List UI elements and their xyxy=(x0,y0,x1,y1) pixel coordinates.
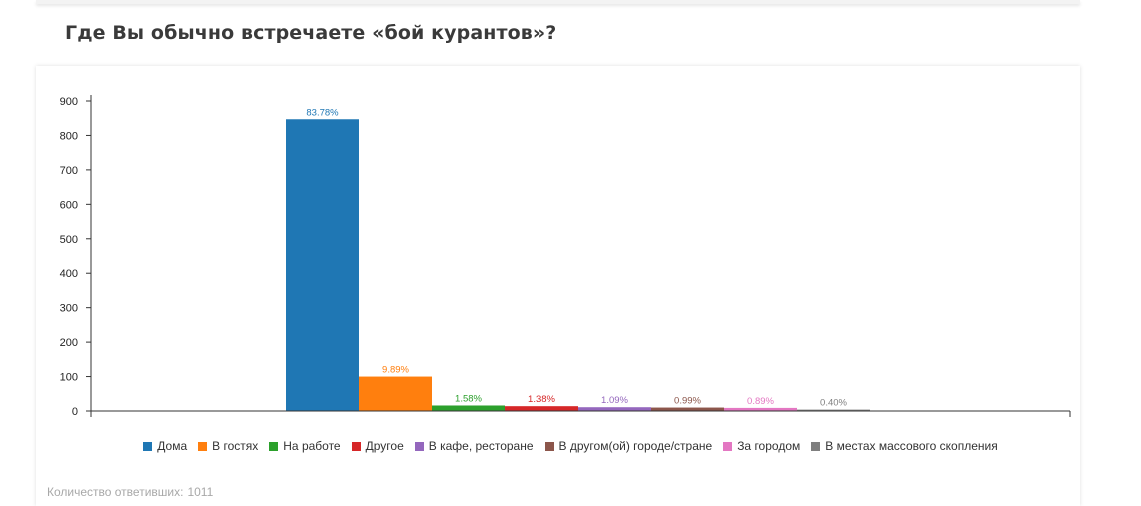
question-title: Где Вы обычно встречаете «бой курантов»? xyxy=(65,22,557,44)
legend-label: В местах массового скопления xyxy=(825,439,998,453)
bar-data-label: 0.99% xyxy=(674,396,701,407)
legend-item[interactable]: В гостях xyxy=(198,439,258,453)
bar-data-label: 0.40% xyxy=(820,398,847,409)
legend-swatch xyxy=(269,441,279,451)
legend-item[interactable]: В местах массового скопления xyxy=(811,439,998,453)
y-tick-label: 400 xyxy=(60,268,78,280)
legend-swatch xyxy=(414,441,424,451)
legend-item[interactable]: На работе xyxy=(269,439,341,453)
y-tick-label: 300 xyxy=(60,303,78,315)
bar xyxy=(286,119,359,411)
legend-label: На работе xyxy=(283,439,341,453)
legend-item[interactable]: В кафе, ресторане xyxy=(414,439,534,453)
bar-data-label: 1.38% xyxy=(528,394,555,405)
y-tick-label: 200 xyxy=(60,337,78,349)
y-tick-label: 0 xyxy=(72,406,78,418)
bar-data-label: 1.09% xyxy=(601,395,628,406)
legend-item[interactable]: В другом(ой) городе/стране xyxy=(544,439,713,453)
bar-data-label: 1.58% xyxy=(455,393,482,404)
y-tick-label: 800 xyxy=(60,130,78,142)
bar xyxy=(724,407,797,411)
bar-data-label: 9.89% xyxy=(382,365,409,376)
legend-swatch xyxy=(351,441,361,451)
y-tick-label: 100 xyxy=(60,372,78,384)
top-strip xyxy=(36,0,1080,4)
legend-label: В другом(ой) городе/стране xyxy=(558,439,713,453)
legend-item[interactable]: Другое xyxy=(351,439,404,453)
chart-legend: Дома В гостях На работе Другое В кафе, ресто… xyxy=(0,439,1141,453)
legend-label: Другое xyxy=(365,439,404,453)
bar xyxy=(359,376,432,411)
respondents-label: Количество ответивших: xyxy=(47,485,184,499)
bar xyxy=(797,409,870,411)
bar xyxy=(651,407,724,411)
legend-swatch xyxy=(143,441,153,451)
legend-label: В гостях xyxy=(212,439,259,453)
legend-swatch xyxy=(198,441,208,451)
legend-label: За городом xyxy=(737,439,801,453)
y-tick-label: 700 xyxy=(60,165,78,177)
legend-label: Дома xyxy=(157,439,188,453)
y-tick-label: 900 xyxy=(60,96,78,108)
legend-swatch xyxy=(544,441,554,451)
respondents-count: 1011 xyxy=(187,485,214,499)
bar-data-label: 0.89% xyxy=(747,396,774,407)
bar-data-label: 83.78% xyxy=(306,107,339,118)
legend-item[interactable]: Дома xyxy=(143,439,187,453)
y-tick-label: 500 xyxy=(60,234,78,246)
legend-swatch xyxy=(811,441,821,451)
respondents-info: Количество ответивших: 1011 xyxy=(47,485,213,499)
legend-label: В кафе, ресторане xyxy=(428,439,534,453)
bar xyxy=(432,405,505,411)
bar xyxy=(505,406,578,411)
chart-card xyxy=(36,66,1080,506)
legend-swatch xyxy=(723,441,733,451)
y-tick-label: 600 xyxy=(60,199,78,211)
legend-item[interactable]: За городом xyxy=(723,439,800,453)
bar xyxy=(578,407,651,411)
